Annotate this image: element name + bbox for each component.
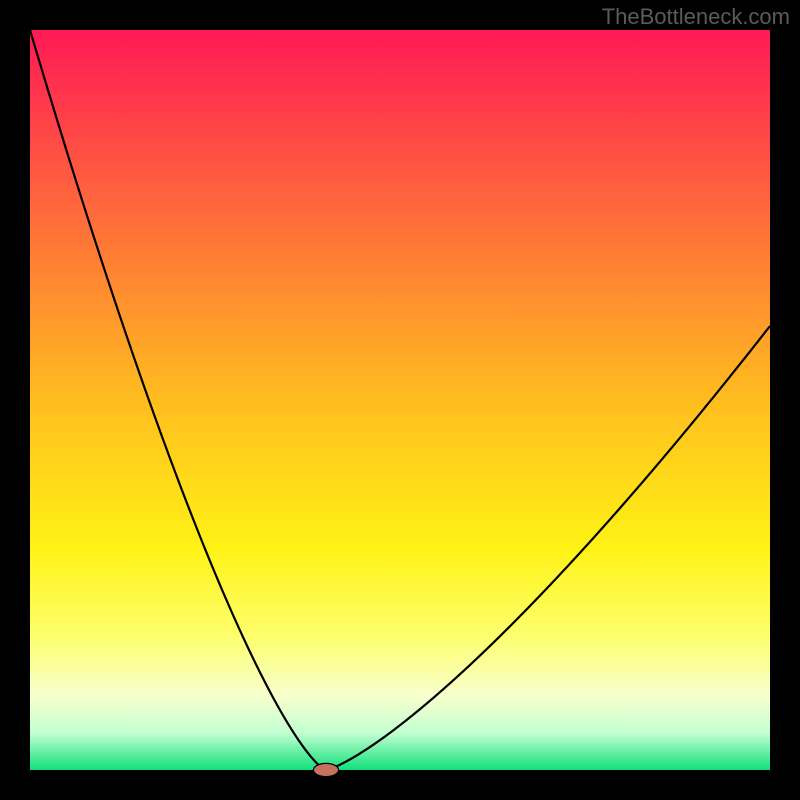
bottleneck-chart — [0, 0, 800, 800]
chart-stage: TheBottleneck.com — [0, 0, 800, 800]
watermark-label: TheBottleneck.com — [602, 4, 790, 30]
plot-background — [30, 30, 770, 770]
minimum-marker — [313, 763, 338, 776]
